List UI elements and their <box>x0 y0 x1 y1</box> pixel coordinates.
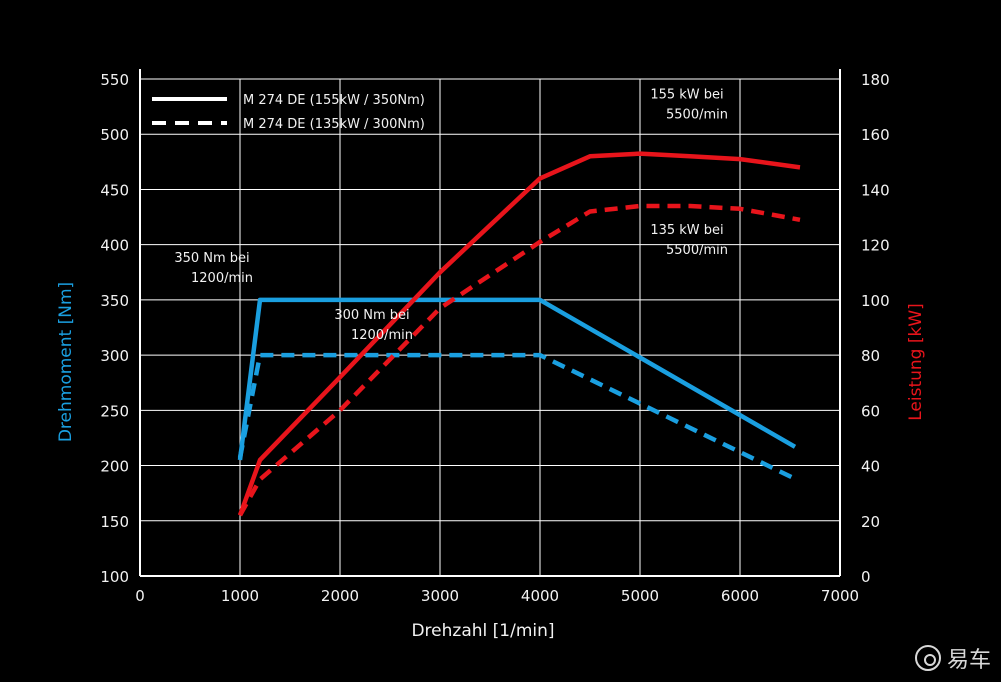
x-tick-label: 3000 <box>421 587 459 605</box>
series-group <box>237 151 801 517</box>
y-axis-right-title: Leistung [kW] <box>906 303 926 421</box>
x-axis-title: Drehzahl [1/min] <box>411 621 554 641</box>
y-right-tick-label: 80 <box>861 347 880 365</box>
y-right-tick-label: 160 <box>861 126 890 144</box>
y-left-tick-label: 550 <box>100 71 129 89</box>
legend-label: M 274 DE (155kW / 350Nm) <box>243 93 425 108</box>
series-torque-solid <box>237 297 797 461</box>
x-tick-label: 5000 <box>621 587 659 605</box>
annotations: 350 Nm bei 1200/min 300 Nm bei 1200/min 155 … <box>174 88 728 344</box>
tick-labels: 0 1000 2000 3000 4000 5000 6000 700010015020025… <box>100 71 889 605</box>
y-right-tick-label: 40 <box>861 458 880 476</box>
legend: M 274 DE (155kW / 350Nm) M 274 DE (135kW … <box>152 93 425 132</box>
annotation-label: 300 Nm bei 1200/min <box>334 308 413 343</box>
y-left-tick-label: 350 <box>100 292 129 310</box>
y-right-tick-label: 140 <box>861 181 890 199</box>
annotation-label: 135 kW bei 5500/min <box>650 223 728 258</box>
y-right-tick-label: 20 <box>861 513 880 531</box>
x-tick-label: 4000 <box>521 587 559 605</box>
y-left-tick-label: 300 <box>100 347 129 365</box>
series-torque-dashed <box>237 352 796 481</box>
series-power-solid <box>237 151 801 517</box>
y-right-tick-label: 120 <box>861 237 890 255</box>
annotation-label: 350 Nm bei 1200/min <box>174 251 253 286</box>
y-right-tick-label: 180 <box>861 71 890 89</box>
x-tick-label: 7000 <box>821 587 859 605</box>
x-tick-label: 6000 <box>721 587 759 605</box>
watermark-text: 易车 <box>946 648 991 673</box>
y-left-tick-label: 150 <box>100 513 129 531</box>
annotation-label: 155 kW bei 5500/min <box>650 88 728 123</box>
y-left-tick-label: 500 <box>100 126 129 144</box>
y-left-tick-label: 200 <box>100 458 129 476</box>
y-left-tick-label: 450 <box>100 181 129 199</box>
x-tick-label: 1000 <box>221 587 259 605</box>
y-left-tick-label: 250 <box>100 402 129 420</box>
y-right-tick-label: 100 <box>861 292 890 310</box>
x-tick-label: 0 <box>135 587 145 605</box>
x-tick-label: 2000 <box>321 587 359 605</box>
legend-label: M 274 DE (135kW / 300Nm) <box>243 117 425 132</box>
y-left-tick-label: 400 <box>100 237 129 255</box>
yiche-logo-icon <box>914 645 941 671</box>
y-axis-left-title: Drehmoment [Nm] <box>56 282 76 442</box>
grid <box>139 69 841 577</box>
y-left-tick-label: 100 <box>100 568 129 586</box>
series-power-dashed <box>238 203 801 517</box>
y-right-tick-label: 0 <box>861 568 871 586</box>
watermark: 易车 <box>914 642 991 674</box>
y-right-tick-label: 60 <box>861 402 880 420</box>
